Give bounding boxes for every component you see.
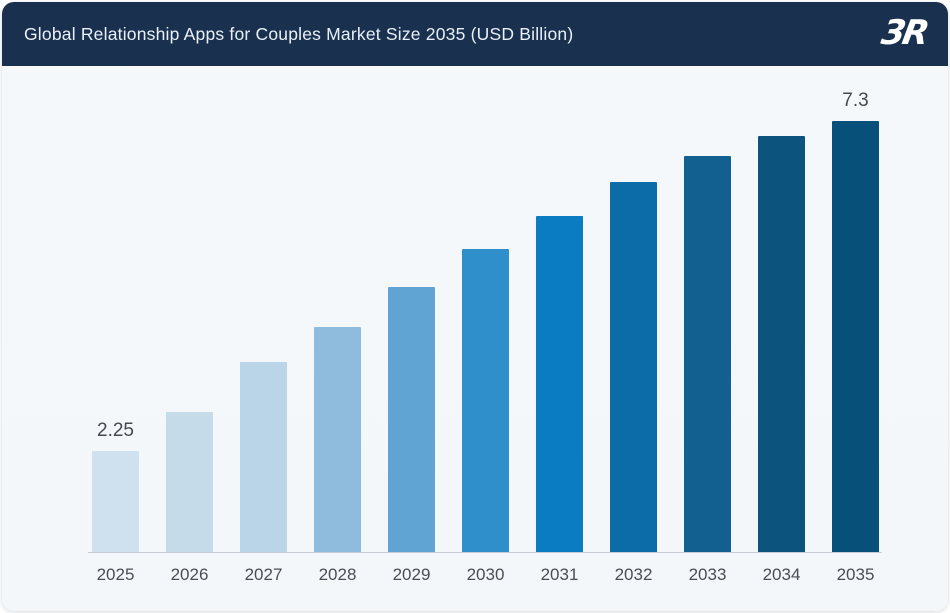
bar-2026 (166, 412, 213, 552)
chart-plot-area: 2.25 7.3 2025 2026 2027 2028 2029 2030 2031 2032… (2, 66, 948, 611)
bar-2027 (240, 362, 287, 552)
plot: 2.25 7.3 (2, 66, 948, 553)
bar-2025 (92, 451, 139, 552)
bar-column-2025: 2.25 (92, 420, 139, 552)
bar-column-2030 (462, 249, 509, 552)
bar-column-2029 (388, 287, 435, 552)
x-tick-label-2034: 2034 (762, 565, 801, 584)
x-tick-label-2031: 2031 (540, 565, 579, 584)
bar-column-2033 (684, 156, 731, 552)
bar-2034 (758, 136, 805, 552)
x-axis-line (88, 552, 882, 553)
x-tick-label-2025: 2025 (96, 565, 135, 584)
x-tick-label-2028: 2028 (318, 565, 357, 584)
bar-column-2026 (166, 412, 213, 552)
x-axis-labels: 2025 2026 2027 2028 2029 2030 2031 2032 2033 2034… (92, 554, 879, 585)
bar-value-label-2035: 7.3 (842, 90, 869, 111)
brand-logo: 3R (878, 13, 930, 53)
bars-container: 2.25 7.3 (92, 66, 879, 552)
bar-2029 (388, 287, 435, 552)
x-tick-label-2027: 2027 (244, 565, 283, 584)
bar-column-2032 (610, 182, 657, 552)
bar-value-label-2025: 2.25 (97, 420, 134, 441)
x-tick-label-2026: 2026 (170, 565, 209, 584)
chart-title: Global Relationship Apps for Couples Mar… (24, 23, 574, 44)
bar-2028 (314, 327, 361, 552)
bar-column-2027 (240, 362, 287, 552)
bar-2031 (536, 216, 583, 552)
x-tick-label-2033: 2033 (688, 565, 727, 584)
bar-column-2034 (758, 136, 805, 552)
x-tick-label-2029: 2029 (392, 565, 431, 584)
x-tick-label-2035: 2035 (836, 565, 875, 584)
x-tick-label-2032: 2032 (614, 565, 653, 584)
bar-column-2031 (536, 216, 583, 552)
bar-2033 (684, 156, 731, 552)
bar-column-2035: 7.3 (832, 90, 879, 552)
bar-2030 (462, 249, 509, 552)
bar-2032 (610, 182, 657, 552)
x-tick-label-2030: 2030 (466, 565, 505, 584)
chart-header: Global Relationship Apps for Couples Mar… (2, 2, 948, 66)
bar-2035 (832, 121, 879, 552)
bar-column-2028 (314, 327, 361, 552)
